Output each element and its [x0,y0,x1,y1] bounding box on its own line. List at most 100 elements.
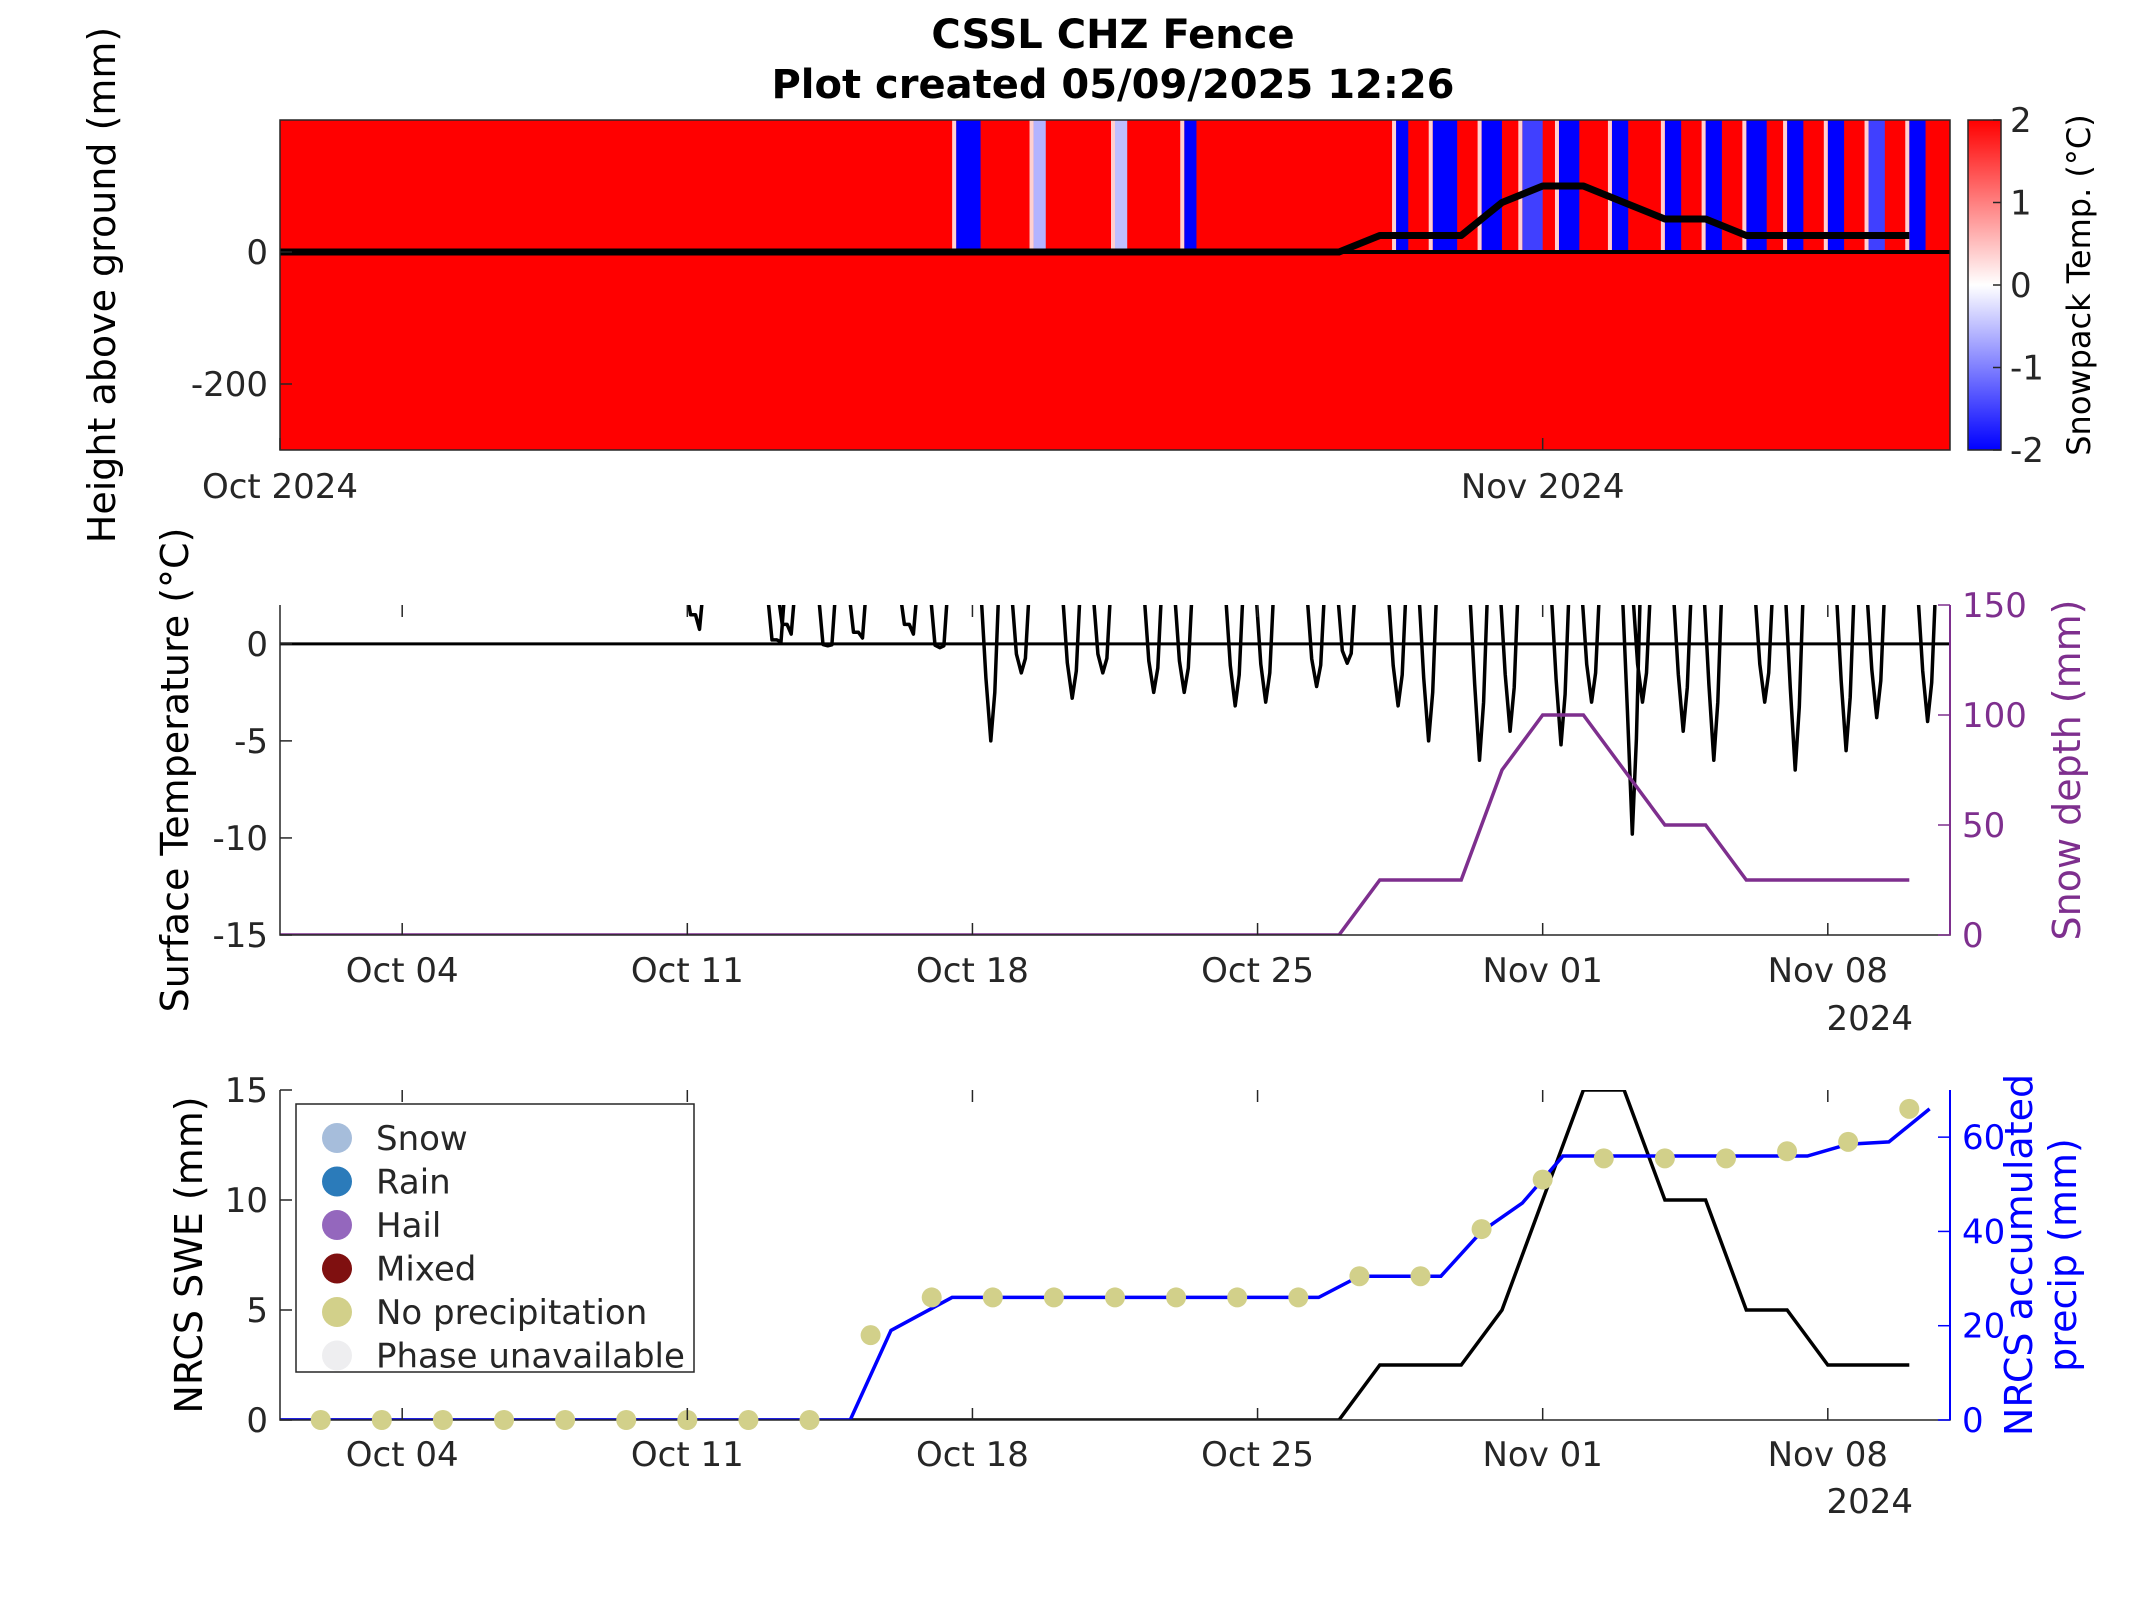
heatmap-x-ticks: Oct 2024 Nov 2024 [202,438,1625,507]
heatmap-cell [1180,120,1185,252]
precip-phase-markers [310,1098,1920,1430]
no-precip-marker [1227,1287,1248,1308]
heatmap-cell [1905,120,1910,252]
heatmap-cell [1607,120,1612,252]
no-precip-marker [310,1410,331,1430]
legend-label: Rain [376,1163,451,1203]
heatmap-cell [1909,120,1926,252]
no-precip-marker [738,1410,759,1430]
surface-temp-panel: 0 -5 -10 -15 150 100 50 0 Oct 04 Oct 11 Oct 18 Oct … [153,528,2089,1039]
no-precip-marker [1410,1266,1431,1287]
no-precip-marker [860,1325,881,1346]
legend-label: Snow [376,1119,468,1159]
no-precip-marker [1715,1148,1736,1169]
legend-marker [322,1123,352,1153]
no-precip-marker [371,1410,392,1430]
surface-temp-series [280,605,1950,935]
heatmap-panel: -200 0 Oct 2024 Nov 2024 Height above grou… [80,27,2098,544]
precip-y-label-line2: precip (mm) [2041,1138,2085,1372]
panel2-year-label: 2024 [1826,999,1913,1039]
heatmap-cell [1868,120,1885,252]
no-precip-marker [1043,1287,1064,1308]
heatmap-cell [1664,120,1682,252]
panel2-x-tick-label: Nov 01 [1482,951,1602,991]
colorbar-ticks: 2 1 0 -1 -2 [1993,101,2044,471]
colorbar-tick-label: 2 [2010,101,2032,141]
precip-y-tick-label: 40 [1962,1212,2005,1252]
panel3-x-tick-label: Nov 08 [1768,1435,1888,1475]
chart-title: CSSL CHZ Fence [931,12,1294,58]
heatmap-cell [1518,120,1523,252]
swe-y-tick-label: 0 [246,1401,268,1441]
panel2-x-tick-label: Oct 04 [346,951,459,991]
heatmap-cell [1746,120,1767,252]
no-precip-marker [555,1410,576,1430]
heatmap-cell [1428,120,1433,252]
heatmap-cell [1823,120,1828,252]
no-precip-marker [1105,1287,1125,1308]
heatmap-cell [1392,120,1397,252]
no-precip-marker [1288,1287,1309,1308]
heatmap-cell [1660,120,1665,252]
no-precip-marker [1532,1169,1553,1190]
panel3-year-label: 2024 [1826,1482,1913,1522]
heatmap-cell [1701,120,1706,252]
heatmap-cells [280,120,1950,450]
no-precip-marker [1349,1266,1370,1287]
swe-y-tick-label: 15 [225,1071,268,1111]
heatmap-cell [1787,120,1804,252]
swe-panel: 15 10 5 0 60 40 20 0 Oct 04 Oct 11 Oct 18 Oct 25 Nov… [167,1071,2085,1522]
panel2-x-tick-label: Nov 08 [1768,951,1888,991]
snow-depth-y-tick-label: 0 [1962,916,1984,956]
panel2-ticks: 0 -5 -10 -15 150 100 50 0 Oct 04 Oct 11 Oct 18 Oct … [212,586,2026,991]
panel3-x-tick-label: Oct 25 [1201,1435,1314,1475]
heatmap-cell [1611,120,1629,252]
panel2-x-tick-label: Oct 11 [631,951,744,991]
surface-temp-y-tick-label: -15 [212,916,268,956]
panel3-x-tick-label: Nov 01 [1482,1435,1602,1475]
heatmap-y-label: Height above ground (mm) [80,27,124,544]
legend-label: Hail [376,1206,441,1246]
heatmap-cell [1396,120,1409,252]
legend-marker [322,1340,352,1371]
heatmap-cell [956,120,981,252]
legend-label: Mixed [376,1250,476,1290]
legend-label: Phase unavailable [376,1337,685,1377]
colorbar-tick-label: -2 [2010,431,2044,471]
heatmap-cell [1111,120,1115,252]
heatmap-x-tick-label: Oct 2024 [202,467,358,507]
heatmap-y-tick-label: 0 [246,233,268,273]
snow-surface-line [280,182,1950,256]
heatmap-y-ticks: -200 0 [191,233,292,405]
panel3-x-tick-label: Oct 11 [631,1435,744,1475]
legend-box [295,1103,695,1373]
surface-temperature-line [687,605,1937,836]
swe-y-tick-label: 5 [246,1291,268,1331]
no-precip-marker [1471,1219,1492,1240]
swe-y-label: NRCS SWE (mm) [167,1096,211,1413]
colorbar-tick-label: 0 [2010,266,2032,306]
no-precip-marker [1899,1098,1920,1119]
heatmap-cell [1864,120,1869,252]
heatmap-cell [1432,120,1458,252]
precip-y-tick-label: 20 [1962,1307,2005,1347]
snow-surface-path [280,182,1910,256]
precip-y-label-line1: NRCS accumulated [1997,1074,2041,1436]
no-precip-marker [1838,1131,1859,1152]
no-precip-marker [432,1410,453,1430]
heatmap-cell [1184,120,1197,252]
heatmap-cell [1115,120,1128,252]
legend-label: No precipitation [376,1293,647,1333]
surface-temp-y-tick-label: 0 [246,625,268,665]
heatmap-cell [1033,120,1046,252]
precip-y-tick-label: 0 [1962,1401,1984,1441]
heatmap-cell [1477,120,1482,252]
no-precip-marker [1593,1148,1614,1169]
colorbar-tick-label: 1 [2010,184,2032,224]
heatmap-x-tick-label: Nov 2024 [1461,467,1625,507]
heatmap-cell [1827,120,1845,252]
precip-y-tick-label: 60 [1962,1118,2005,1158]
panel2-axes-frame [279,605,1951,936]
panel3-ticks: 15 10 5 0 60 40 20 0 Oct 04 Oct 11 Oct 18 Oct 25 Nov… [225,1071,2006,1475]
colorbar-label: Snowpack Temp. (°C) [2060,114,2098,456]
